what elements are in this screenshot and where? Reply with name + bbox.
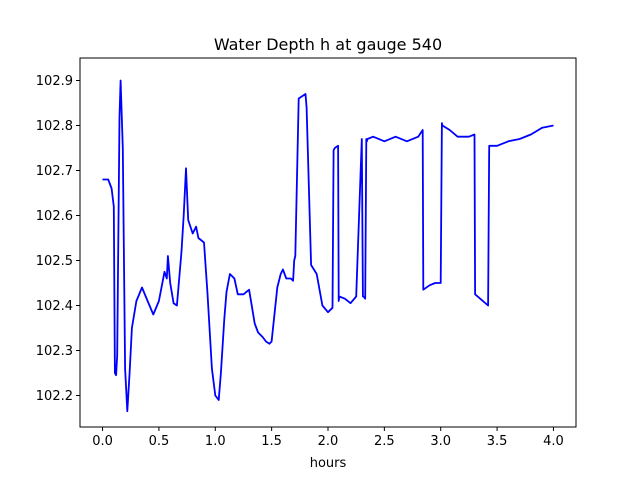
- series-line-water-depth: [102, 79, 554, 413]
- x-axis: 0.0 0.5 1.0 1.5 2.0 2.5 3.0 3.5 4.0: [92, 427, 564, 449]
- y-tick-label: 102.7: [36, 164, 73, 179]
- x-axis-label: hours: [310, 456, 347, 471]
- y-tick-label: 102.8: [36, 119, 73, 134]
- y-tick-label: 102.3: [36, 344, 73, 359]
- y-tick-label: 102.6: [36, 209, 73, 224]
- y-axis: 102.2 102.3 102.4 102.5 102.6 102.7 102.8 102.9: [36, 74, 80, 404]
- x-tick-label: 0.0: [92, 434, 113, 449]
- chart-title: Water Depth h at gauge 540: [214, 35, 442, 54]
- x-tick-label: 4.0: [543, 434, 564, 449]
- x-tick-label: 2.5: [374, 434, 395, 449]
- x-tick-label: 3.5: [487, 434, 508, 449]
- y-tick-label: 102.4: [36, 299, 73, 314]
- x-tick-label: 1.0: [205, 434, 226, 449]
- x-tick-label: 3.0: [430, 434, 451, 449]
- y-tick-label: 102.2: [36, 389, 73, 404]
- y-tick-label: 102.9: [36, 74, 73, 89]
- x-tick-label: 0.5: [149, 434, 170, 449]
- y-tick-label: 102.5: [36, 254, 73, 269]
- x-tick-label: 1.5: [261, 434, 282, 449]
- x-tick-label: 2.0: [318, 434, 339, 449]
- plot-area: [102, 79, 554, 413]
- plot-frame: [79, 57, 577, 428]
